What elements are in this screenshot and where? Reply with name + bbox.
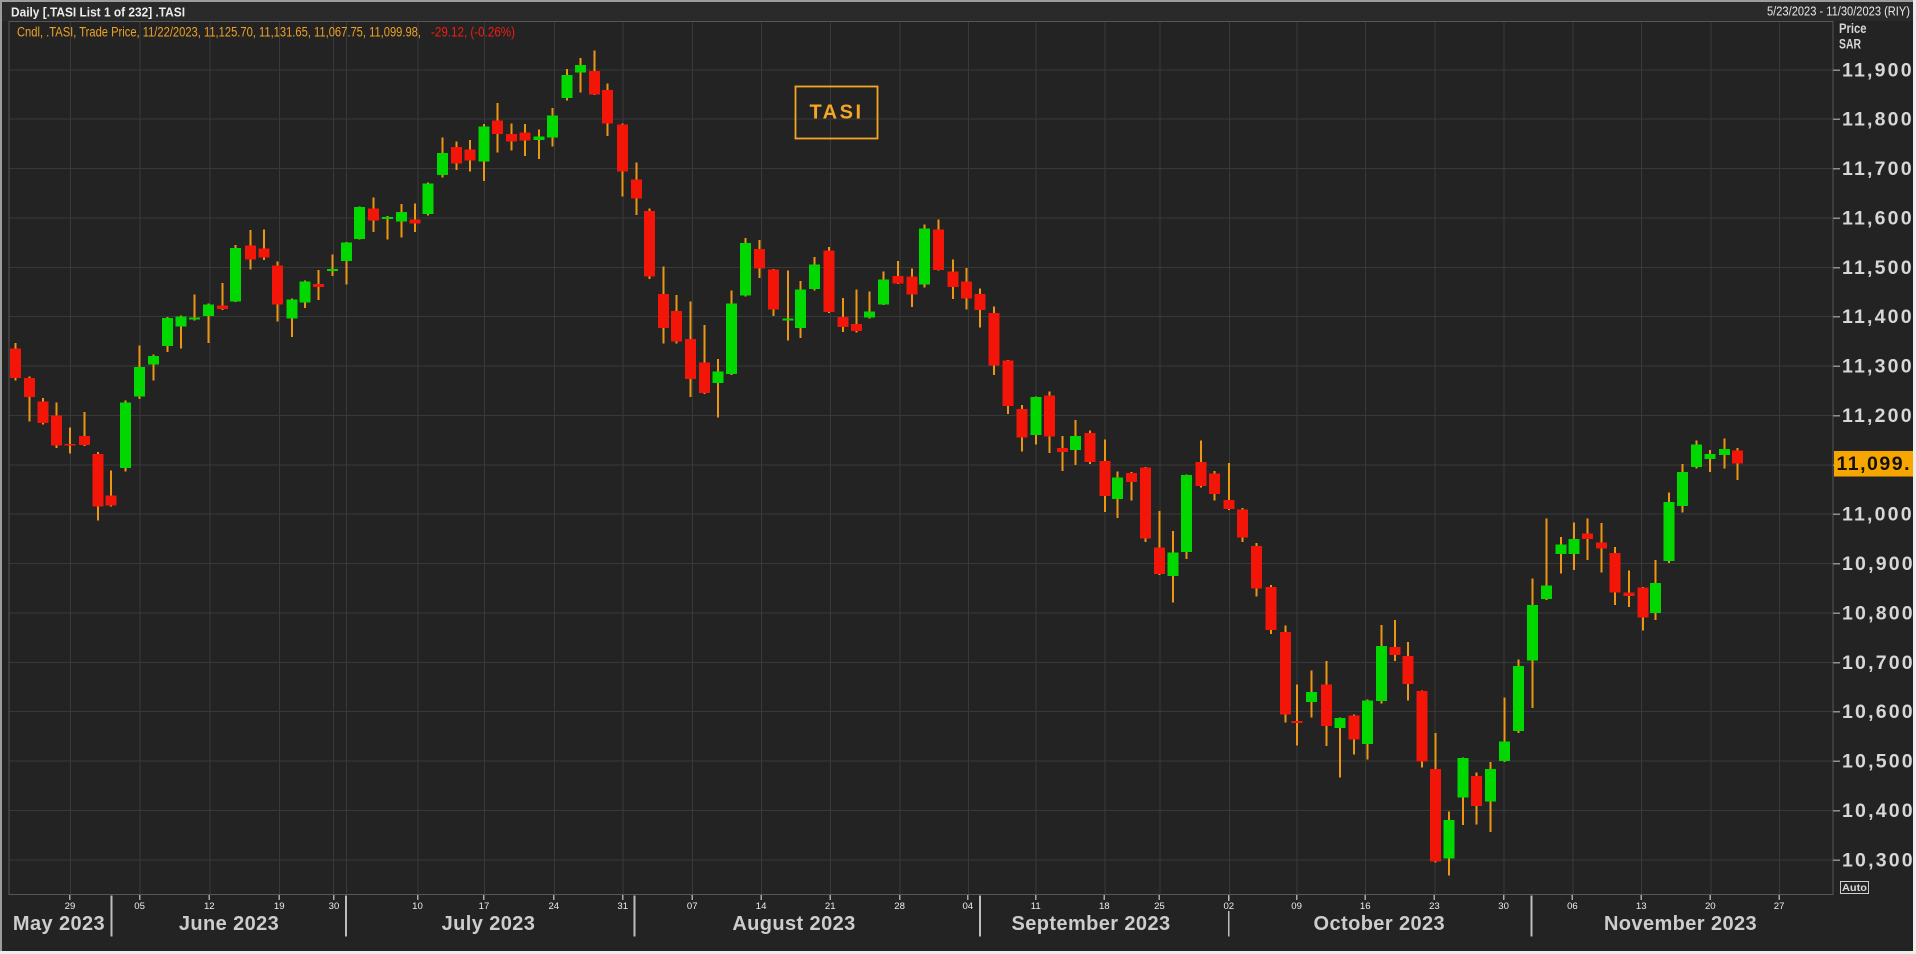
svg-text:November 2023: November 2023	[1604, 913, 1757, 935]
svg-text:23: 23	[1429, 901, 1440, 912]
svg-text:04: 04	[962, 901, 973, 912]
svg-text:10,500: 10,500	[1842, 751, 1915, 773]
svg-text:10,800: 10,800	[1842, 603, 1915, 625]
svg-text:10,400: 10,400	[1842, 800, 1915, 822]
svg-text:05: 05	[134, 901, 145, 912]
svg-text:TASI: TASI	[809, 102, 863, 124]
svg-text:11,400: 11,400	[1842, 306, 1914, 328]
svg-text:11: 11	[1031, 901, 1041, 912]
svg-text:Daily [.TASI List 1 of 232] .T: Daily [.TASI List 1 of 232] .TASI	[11, 6, 185, 20]
svg-text:17: 17	[479, 901, 490, 912]
svg-text:11,099.: 11,099.	[1837, 453, 1911, 475]
svg-text:10,700: 10,700	[1842, 652, 1915, 674]
svg-text:11,200: 11,200	[1842, 405, 1914, 427]
svg-text:10,300: 10,300	[1842, 849, 1915, 871]
svg-text:11,000: 11,000	[1842, 504, 1914, 526]
svg-text:21: 21	[825, 901, 836, 912]
svg-text:14: 14	[756, 901, 767, 912]
svg-text:Price: Price	[1839, 21, 1867, 36]
svg-text:02: 02	[1223, 901, 1234, 912]
svg-text:10,600: 10,600	[1842, 701, 1915, 723]
svg-text:24: 24	[548, 901, 559, 912]
svg-text:29: 29	[65, 901, 76, 912]
svg-text:07: 07	[687, 901, 698, 912]
svg-text:25: 25	[1154, 901, 1165, 912]
svg-text:18: 18	[1099, 901, 1110, 912]
svg-text:19: 19	[274, 901, 285, 912]
svg-text:30: 30	[329, 901, 340, 912]
svg-text:June 2023: June 2023	[179, 913, 279, 935]
svg-text:September 2023: September 2023	[1011, 913, 1170, 935]
svg-text:11,800: 11,800	[1842, 109, 1914, 131]
svg-text:11,300: 11,300	[1842, 356, 1914, 378]
svg-text:09: 09	[1291, 901, 1302, 912]
svg-text:Cndl, .TASI, Trade Price, 11/: Cndl, .TASI, Trade Price, 11/22/2023, 11…	[17, 25, 421, 40]
svg-text:May 2023: May 2023	[13, 913, 105, 935]
svg-text:12: 12	[204, 901, 215, 912]
svg-text:Auto: Auto	[1842, 882, 1867, 894]
svg-text:13: 13	[1636, 901, 1647, 912]
svg-text:27: 27	[1774, 901, 1785, 912]
svg-text:31: 31	[617, 901, 628, 912]
svg-text:11,600: 11,600	[1842, 207, 1914, 229]
svg-text:28: 28	[894, 901, 905, 912]
svg-text:SAR: SAR	[1839, 36, 1861, 51]
svg-text:06: 06	[1567, 901, 1578, 912]
svg-text:11,500: 11,500	[1842, 257, 1914, 279]
svg-text:-29.12, (-0.26%): -29.12, (-0.26%)	[431, 25, 515, 40]
svg-text:30: 30	[1498, 901, 1509, 912]
svg-text:10: 10	[412, 901, 423, 912]
svg-text:11,900: 11,900	[1842, 59, 1914, 81]
svg-text:10,900: 10,900	[1842, 553, 1915, 575]
svg-text:August 2023: August 2023	[732, 913, 855, 935]
svg-text:5/23/2023 - 11/30/2023 (RIY): 5/23/2023 - 11/30/2023 (RIY)	[1767, 4, 1910, 19]
svg-text:20: 20	[1705, 901, 1716, 912]
svg-text:16: 16	[1360, 901, 1371, 912]
svg-text:October 2023: October 2023	[1314, 913, 1446, 935]
svg-text:11,700: 11,700	[1842, 158, 1914, 180]
svg-text:July 2023: July 2023	[442, 913, 536, 935]
